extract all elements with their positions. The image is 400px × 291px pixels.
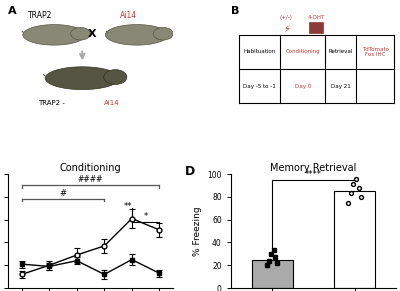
Text: Day -5 to -1: Day -5 to -1 — [244, 84, 276, 89]
Text: Retrieval: Retrieval — [328, 49, 353, 54]
Title: Memory Retrieval: Memory Retrieval — [270, 163, 357, 173]
Text: **: ** — [124, 202, 132, 210]
Text: B: B — [231, 6, 239, 16]
Ellipse shape — [23, 24, 86, 45]
Text: TRAP2 -: TRAP2 - — [38, 100, 67, 106]
Text: Ai14: Ai14 — [120, 11, 137, 20]
Text: #: # — [60, 189, 66, 198]
Text: ####: #### — [78, 175, 103, 184]
Bar — [252, 260, 293, 288]
Text: Day 0: Day 0 — [294, 84, 311, 89]
Text: Conditioning: Conditioning — [286, 49, 320, 54]
Text: ⚡: ⚡ — [283, 24, 290, 33]
Text: 4-OHT: 4-OHT — [307, 15, 324, 20]
Text: *: * — [144, 212, 148, 221]
Text: Day 21: Day 21 — [331, 84, 350, 89]
Bar — [334, 191, 375, 288]
Text: Habituation: Habituation — [244, 49, 276, 54]
Text: ****: **** — [305, 170, 322, 179]
Title: Conditioning: Conditioning — [60, 163, 121, 173]
Ellipse shape — [104, 70, 127, 84]
Ellipse shape — [106, 24, 168, 45]
Text: X: X — [88, 29, 96, 39]
Y-axis label: % Freezing: % Freezing — [193, 206, 202, 256]
Text: D: D — [185, 165, 195, 178]
Text: Ai14: Ai14 — [104, 100, 119, 106]
Text: (+/-): (+/-) — [280, 15, 293, 20]
Ellipse shape — [153, 27, 173, 40]
Ellipse shape — [45, 67, 120, 90]
Text: A: A — [8, 6, 17, 16]
Text: TRAP2: TRAP2 — [28, 11, 52, 20]
Ellipse shape — [71, 27, 90, 40]
Text: TdTomato
Fos IHC: TdTomato Fos IHC — [362, 47, 389, 57]
FancyBboxPatch shape — [309, 22, 322, 33]
